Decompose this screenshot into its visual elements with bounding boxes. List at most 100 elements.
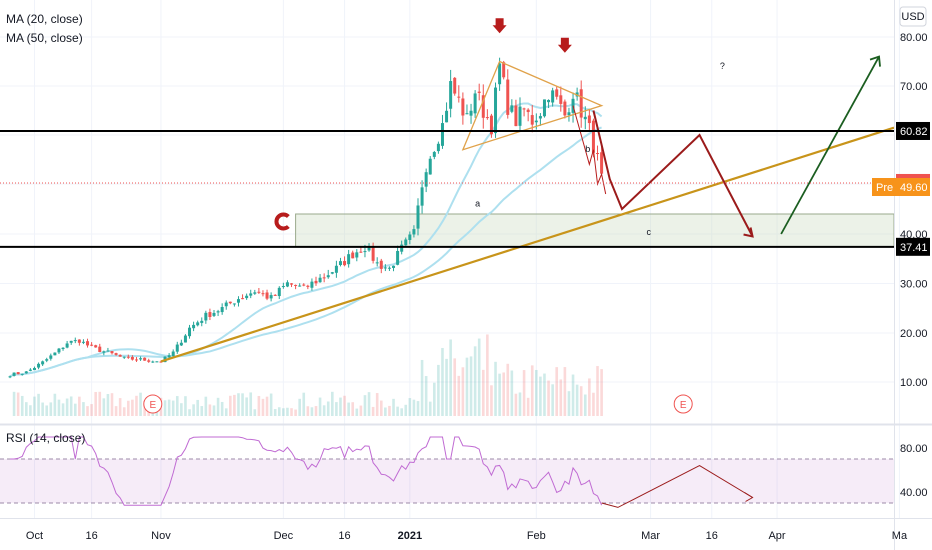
candle <box>118 354 122 357</box>
ma20-legend: MA (20, close) <box>6 12 83 26</box>
candle <box>326 269 330 279</box>
candle <box>461 92 465 125</box>
candle <box>204 310 208 324</box>
currency-badge[interactable]: USD <box>901 11 924 23</box>
rsi-legend: RSI (14, close) <box>6 431 85 445</box>
volume-bar <box>355 408 359 416</box>
volume-bar <box>269 393 273 416</box>
candle <box>94 344 98 348</box>
candle <box>122 356 126 359</box>
candle <box>302 283 306 287</box>
volume-bar <box>592 392 595 416</box>
candle <box>12 372 16 377</box>
volume-bar <box>551 384 554 416</box>
volume-bar <box>237 393 240 416</box>
candle <box>436 141 440 154</box>
volume-bar <box>106 394 110 416</box>
candle <box>542 99 546 118</box>
candle <box>98 343 102 353</box>
candle <box>45 357 49 363</box>
candle <box>567 107 571 122</box>
candle <box>106 347 110 352</box>
volume-bar <box>175 396 179 416</box>
volume-bar <box>535 369 538 416</box>
price-tick-label: 20.00 <box>900 328 928 340</box>
candle <box>579 80 583 128</box>
projection-path <box>572 105 607 195</box>
candle <box>432 150 436 160</box>
candle <box>555 86 559 100</box>
time-tick-label: 16 <box>85 530 97 542</box>
volume-bar <box>567 391 571 416</box>
volume-bar <box>102 398 106 416</box>
volume-bar <box>408 398 412 416</box>
peak-marker-icon <box>492 18 507 34</box>
volume-bar <box>506 363 510 416</box>
volume-bar <box>384 407 387 416</box>
candle <box>408 231 412 245</box>
candle <box>257 287 261 294</box>
volume-bar <box>208 404 212 416</box>
volume-bar <box>16 392 20 416</box>
volume-bar <box>379 400 383 416</box>
time-tick-label: Mar <box>641 530 660 542</box>
volume-bar <box>273 409 277 416</box>
volume-bar <box>375 393 379 416</box>
volume-bar <box>118 398 122 416</box>
candle <box>155 361 159 363</box>
volume-bar <box>596 366 599 416</box>
candle <box>547 99 551 109</box>
candle <box>212 310 216 318</box>
volume-bar <box>73 403 77 416</box>
candle <box>506 69 510 119</box>
candle <box>200 317 204 327</box>
candle <box>383 264 387 272</box>
candle <box>57 347 61 354</box>
earnings-icon <box>673 394 693 414</box>
trend-line <box>160 126 895 363</box>
candle <box>290 283 294 288</box>
volume-bar <box>253 409 257 416</box>
rsi-pane[interactable] <box>0 436 894 508</box>
candle <box>330 271 334 275</box>
candle <box>457 85 461 103</box>
candle <box>236 296 240 307</box>
candle <box>179 339 183 347</box>
volume-bar <box>494 361 497 416</box>
volume-bar <box>543 373 546 416</box>
volume-bar <box>396 406 399 416</box>
arrowhead <box>869 55 881 67</box>
volume-bar <box>204 396 208 416</box>
volume-bar <box>351 402 355 416</box>
candle <box>224 300 228 310</box>
price-tick-label: 80.00 <box>900 32 928 44</box>
dividend-icon <box>274 212 290 231</box>
volume-bar <box>486 334 489 416</box>
bullish-arrow <box>780 56 880 235</box>
candle <box>416 198 420 236</box>
candle <box>359 247 363 253</box>
price-tick-label: 30.00 <box>900 279 928 291</box>
candle <box>343 256 347 267</box>
price-pane[interactable]: a b c? E E <box>0 0 900 518</box>
volume-bar <box>86 406 89 416</box>
candle <box>306 284 310 290</box>
rsi-tick-label: 40.00 <box>900 487 928 499</box>
candle <box>563 99 567 119</box>
candle <box>183 334 187 343</box>
volume-bar <box>449 339 452 416</box>
candle <box>245 293 249 300</box>
volume-bar <box>530 365 534 416</box>
candle <box>518 97 522 131</box>
time-tick-label: Nov <box>151 530 171 542</box>
rsi-axis: 40.00 80.00 <box>900 443 928 499</box>
candle <box>196 320 200 327</box>
volume-bar <box>359 405 363 416</box>
volume-bar <box>400 408 403 416</box>
arrowhead <box>743 227 754 238</box>
volume-bar <box>98 391 102 416</box>
candle <box>77 339 81 346</box>
candle <box>134 357 138 362</box>
volume-bar <box>49 402 53 416</box>
